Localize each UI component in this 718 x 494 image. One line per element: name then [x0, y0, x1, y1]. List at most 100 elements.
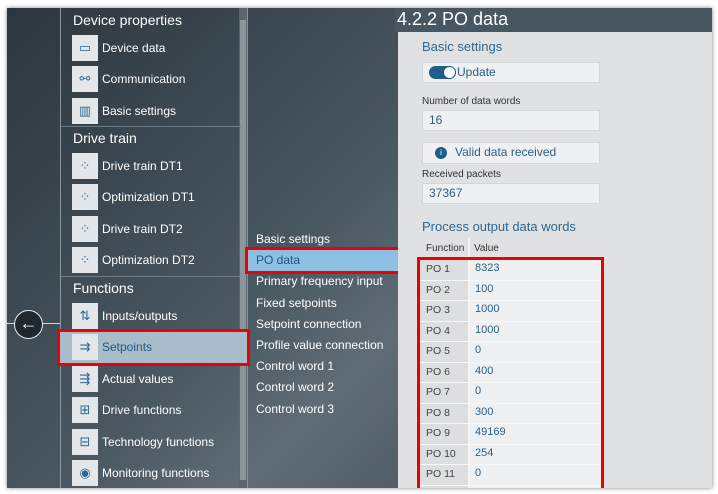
- function-cell: PO 1: [420, 260, 468, 280]
- content-panel: Basic settings Update Number of data wor…: [398, 28, 712, 488]
- menu-item-actual-values[interactable]: ⇶ Actual values: [61, 363, 239, 394]
- table-row[interactable]: PO 9 49169: [420, 424, 601, 445]
- function-cell: PO 10: [420, 444, 468, 464]
- menu-divider: [61, 126, 241, 127]
- menu-item-device-data[interactable]: ▭ Device data: [61, 32, 239, 63]
- status-text: Valid data received: [455, 145, 557, 159]
- menu-item-label: Drive functions: [102, 403, 182, 417]
- col-value: Value: [474, 243, 499, 254]
- num-words-field[interactable]: 16: [422, 110, 600, 131]
- process-output-heading: Process output data words: [422, 219, 576, 234]
- table-row[interactable]: PO 2 100: [420, 280, 601, 301]
- function-cell: PO 6: [420, 362, 468, 382]
- setpoints-icon: ⇉: [72, 334, 98, 360]
- function-cell: PO 5: [420, 342, 468, 362]
- network-icon: ⚯: [72, 66, 98, 92]
- section-heading: Drive train: [73, 130, 137, 146]
- menu-item-label: Communication: [102, 72, 186, 86]
- function-cell: PO 2: [420, 280, 468, 300]
- update-toggle[interactable]: [429, 66, 456, 80]
- value-cell: 100: [468, 280, 601, 300]
- num-words-label: Number of data words: [422, 96, 521, 107]
- drive-functions-icon: ⊞: [72, 397, 98, 423]
- submenu-item-fixed-setpoints[interactable]: Fixed setpoints: [256, 295, 337, 310]
- po-table: Function Value PO 1 8323 PO 2 100 PO 3 1000 PO …: [417, 238, 604, 488]
- menu-item-communication[interactable]: ⚯ Communication: [61, 64, 239, 95]
- info-icon: i: [435, 146, 447, 159]
- submenu-item-primary-frequency-input[interactable]: Primary frequency input: [256, 274, 383, 289]
- submenu-item-control-word-2[interactable]: Control word 2: [256, 380, 335, 395]
- col-function: Function: [422, 238, 470, 260]
- menu-scrollbar[interactable]: [239, 8, 247, 488]
- submenu-item-basic-settings[interactable]: Basic settings: [256, 232, 331, 246]
- value-cell: 0: [468, 383, 601, 403]
- table-row[interactable]: PO 6 400: [420, 362, 601, 383]
- update-toggle-row[interactable]: Update: [422, 62, 600, 83]
- received-label: Received packets: [422, 169, 501, 180]
- table-header: Function Value: [422, 238, 600, 260]
- menu-item-optimization-dt1[interactable]: ⁘ Optimization DT1: [61, 182, 239, 213]
- submenu-item-control-word-3[interactable]: Control word 3: [256, 401, 335, 416]
- menu-item-label: Technology functions: [102, 434, 215, 449]
- drive-train-icon: ⁘: [72, 215, 98, 242]
- back-button[interactable]: ←: [14, 310, 43, 339]
- actual-values-icon: ⇶: [72, 365, 98, 392]
- section-heading: Device properties: [73, 12, 182, 28]
- table-row[interactable]: PO 10 254: [420, 444, 601, 465]
- menu-item-drive-train-dt1[interactable]: ⁘ Drive train DT1: [61, 150, 239, 181]
- value-cell: 1000: [468, 301, 601, 321]
- menu-item-inputs-outputs[interactable]: ⇅ Inputs/outputs: [61, 300, 239, 331]
- menu-item-label: Drive train DT2: [102, 221, 183, 236]
- app-window: ← Device properties ▭ Device data ⚯ Communic…: [7, 8, 712, 488]
- submenu-item-setpoint-connection[interactable]: Setpoint connection: [256, 316, 362, 331]
- submenu-item-profile-value-connection[interactable]: Profile value connection: [256, 338, 384, 352]
- page-title: 4.2.2 PO data: [395, 8, 712, 32]
- table-row[interactable]: PO 11 0: [420, 465, 601, 486]
- submenu-item-po-data[interactable]: PO data: [245, 247, 401, 275]
- menu-item-label: Drive train DT1: [102, 158, 183, 173]
- menu-item-setpoints[interactable]: ⇉ Setpoints: [57, 328, 250, 366]
- technology-functions-icon: ⊟: [72, 428, 98, 455]
- menu-item-drive-train-dt2[interactable]: ⁘ Drive train DT2: [61, 213, 239, 244]
- table-row[interactable]: PO 120: [420, 485, 601, 488]
- menu-item-technology-functions[interactable]: ⊟ Technology functions: [61, 426, 239, 457]
- submenu: Basic settings PO data Primary frequency i…: [245, 8, 401, 488]
- basic-settings-heading: Basic settings: [422, 39, 503, 54]
- menu-item-optimization-dt2[interactable]: ⁘ Optimization DT2: [61, 245, 239, 276]
- scrollbar-thumb[interactable]: [240, 20, 246, 480]
- table-row[interactable]: PO 4 1000: [420, 321, 601, 342]
- function-cell: PO 3: [420, 301, 468, 321]
- menu-item-label: Monitoring functions: [102, 466, 210, 480]
- table-row[interactable]: PO 1 8323: [420, 260, 601, 281]
- table-row[interactable]: PO 8 300: [420, 403, 601, 424]
- value-cell: 300: [468, 403, 601, 423]
- device-data-icon: ▭: [72, 34, 98, 61]
- menu-item-monitoring-functions[interactable]: ◉ Monitoring functions: [61, 458, 239, 489]
- menu-item-label: Setpoints: [102, 340, 153, 354]
- menu-divider: [61, 276, 241, 277]
- menu-item-label: Optimization DT1: [102, 190, 195, 204]
- received-field: 37367: [422, 183, 600, 204]
- value-cell: 0: [468, 342, 601, 362]
- function-cell: PO 9: [420, 424, 468, 444]
- factory-icon: ▥: [72, 97, 98, 124]
- menu-item-label: Inputs/outputs: [102, 308, 178, 323]
- drive-train-icon: ⁘: [72, 152, 98, 179]
- section-heading: Functions: [73, 280, 134, 296]
- value-cell: 1000: [468, 321, 601, 341]
- submenu-item-control-word-1[interactable]: Control word 1: [256, 359, 335, 374]
- drive-train-icon: ⁘: [72, 247, 98, 273]
- menu-item-label: Optimization DT2: [102, 253, 195, 267]
- value-cell: 8323: [468, 260, 601, 280]
- value-cell: 0: [468, 465, 601, 485]
- function-cell: PO 8: [420, 403, 468, 423]
- menu-item-basic-settings[interactable]: ▥ Basic settings: [61, 95, 239, 126]
- function-cell: PO 7: [420, 383, 468, 403]
- drive-train-icon: ⁘: [72, 184, 98, 210]
- menu-item-drive-functions[interactable]: ⊞ Drive functions: [61, 395, 239, 426]
- table-row[interactable]: PO 3 1000: [420, 301, 601, 322]
- status-box: i Valid data received: [422, 142, 600, 164]
- menu-item-label: Device data: [102, 40, 166, 55]
